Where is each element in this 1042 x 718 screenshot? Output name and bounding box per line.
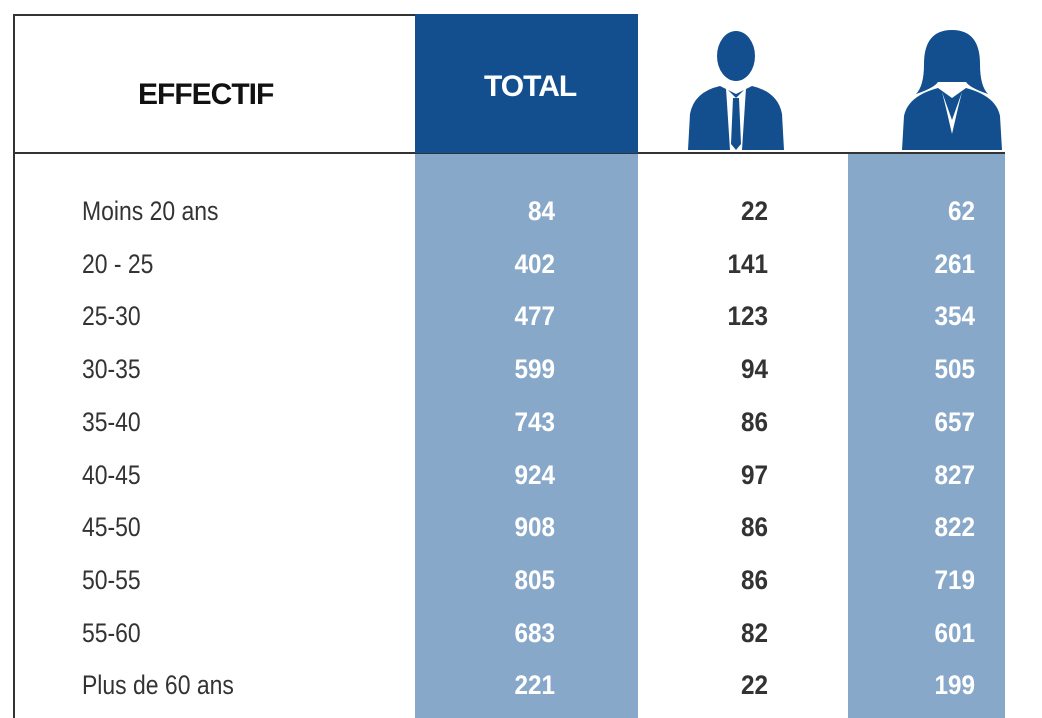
total-column-bg [415, 154, 638, 718]
row-label: 30-35 [82, 354, 141, 385]
total-value: 221 [514, 670, 555, 701]
men-value: 141 [727, 248, 768, 279]
women-value: 822 [934, 512, 975, 543]
men-value: 82 [740, 617, 768, 648]
header-divider [13, 152, 1005, 154]
row-label: Moins 20 ans [82, 196, 219, 226]
women-value: 719 [934, 564, 975, 595]
row-label: 50-55 [82, 564, 141, 595]
men-value: 86 [740, 564, 768, 595]
men-value: 22 [740, 196, 768, 226]
women-value: 199 [934, 670, 975, 701]
women-value: 261 [934, 248, 975, 279]
total-value: 924 [514, 459, 555, 490]
total-value: 477 [514, 301, 555, 332]
man-icon [688, 31, 784, 150]
row-label: Plus de 60 ans [82, 670, 234, 701]
men-value: 94 [740, 354, 768, 385]
total-value: 599 [514, 354, 555, 385]
men-value: 22 [740, 670, 768, 701]
men-value: 86 [740, 406, 768, 437]
total-value: 743 [514, 406, 555, 437]
men-value: 97 [740, 459, 768, 490]
header-label: EFFECTIF [138, 78, 274, 111]
row-label: 45-50 [82, 512, 141, 543]
row-label: 55-60 [82, 617, 141, 648]
men-value: 123 [727, 301, 768, 332]
women-value: 505 [934, 354, 975, 385]
total-value: 908 [514, 512, 555, 543]
women-value: 354 [934, 301, 975, 332]
men-value: 86 [740, 512, 768, 543]
left-border [13, 14, 15, 718]
women-value: 827 [934, 459, 975, 490]
header-total: TOTAL [484, 70, 577, 103]
total-header-bg [415, 14, 638, 153]
women-column-bg [848, 154, 1005, 718]
total-value: 805 [514, 564, 555, 595]
row-label: 25-30 [82, 301, 141, 332]
total-value: 683 [514, 617, 555, 648]
row-label: 20 - 25 [82, 248, 154, 279]
women-value: 62 [947, 196, 975, 226]
women-value: 657 [934, 406, 975, 437]
total-value: 84 [527, 196, 555, 226]
women-value: 601 [934, 617, 975, 648]
top-border [13, 14, 415, 16]
woman-icon [902, 30, 1002, 150]
total-value: 402 [514, 248, 555, 279]
row-label: 40-45 [82, 459, 141, 490]
row-label: 35-40 [82, 406, 141, 437]
